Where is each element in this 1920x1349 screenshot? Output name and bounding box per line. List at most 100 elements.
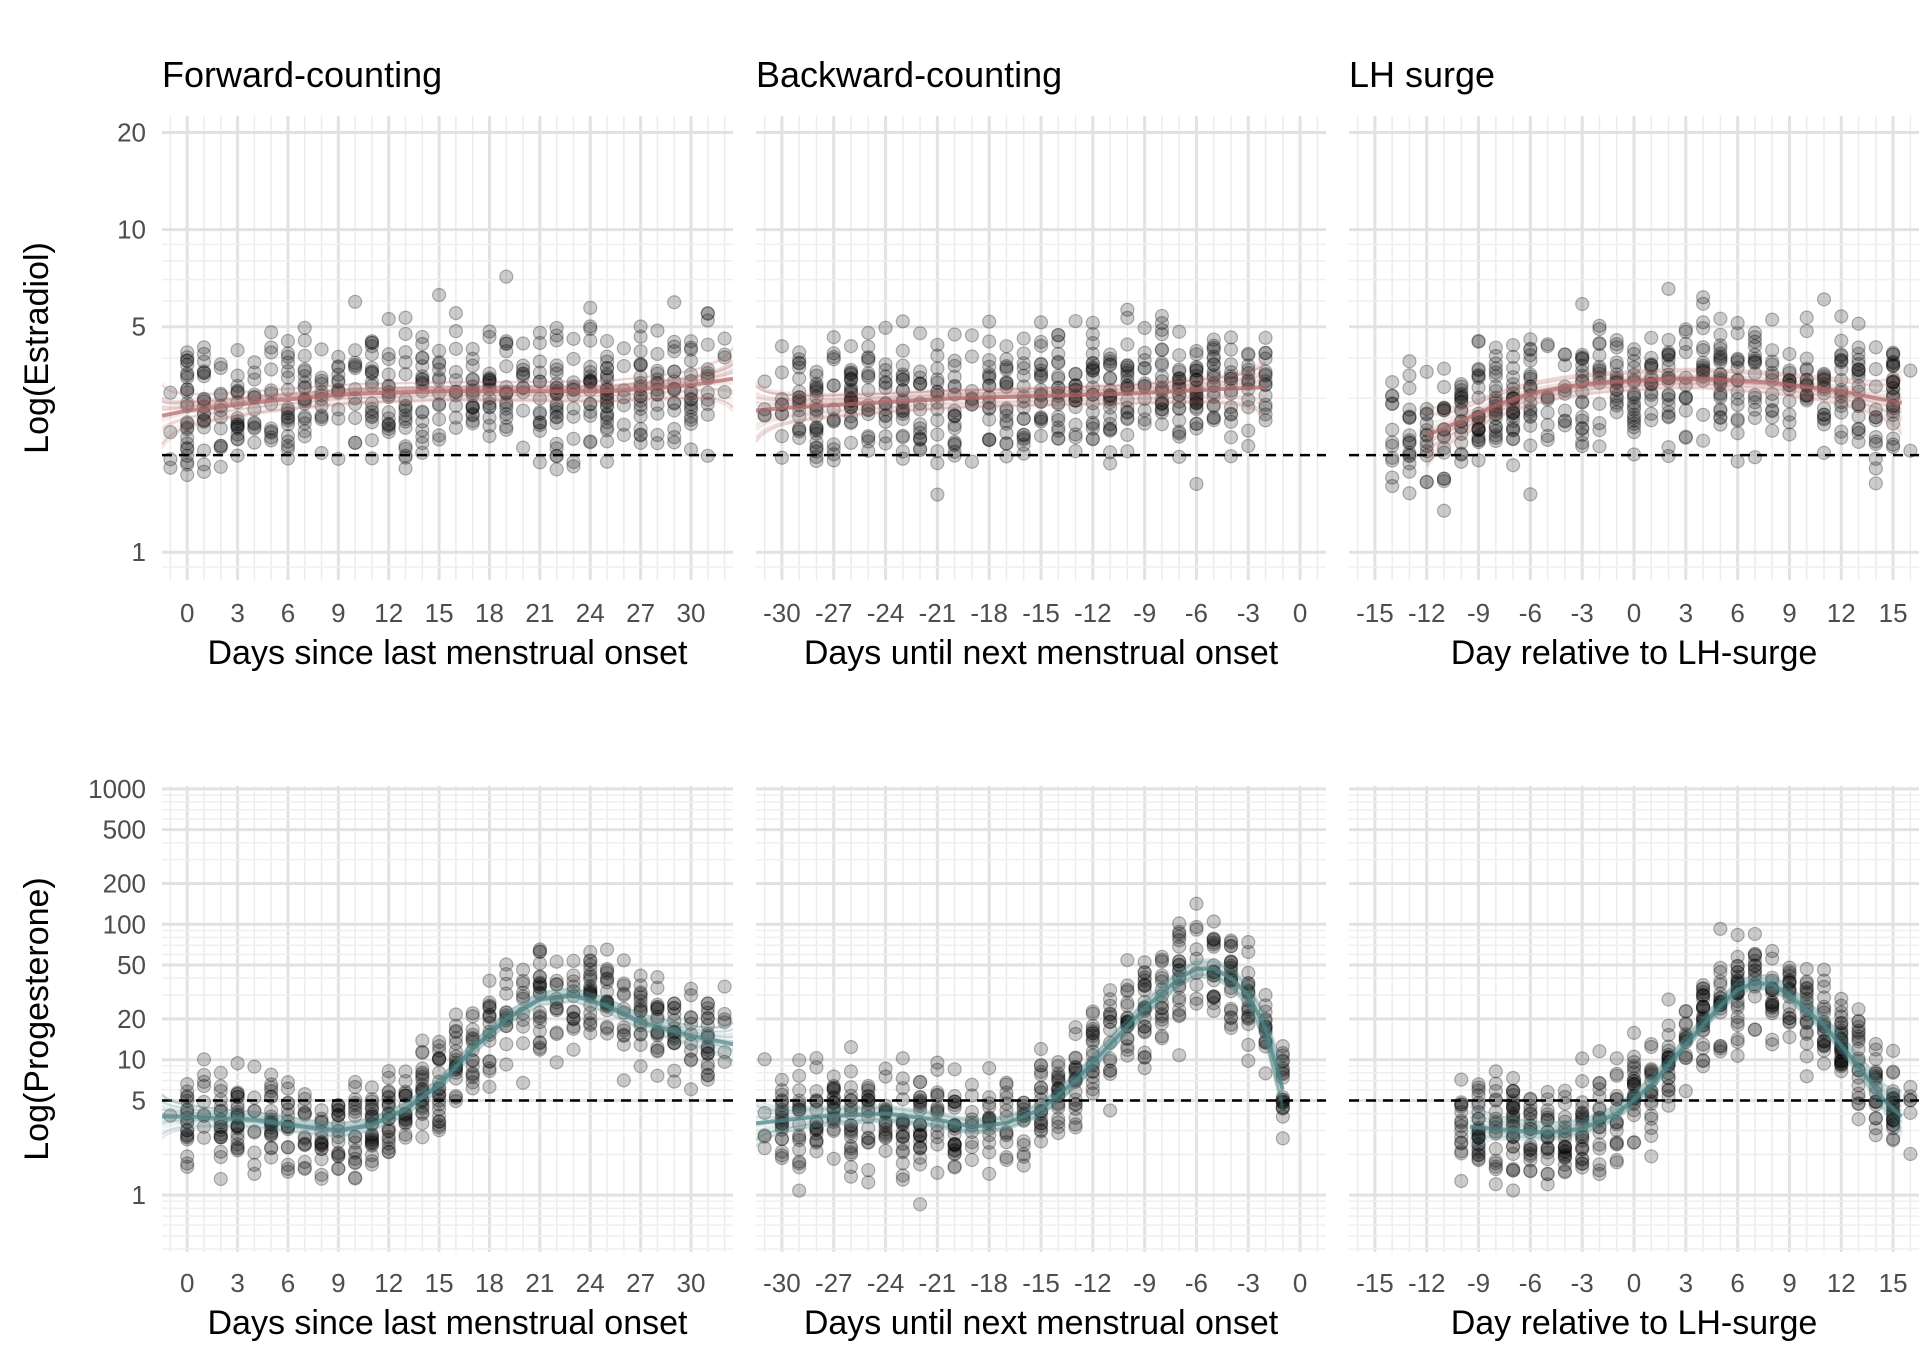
data-point <box>1206 368 1221 383</box>
data-point <box>616 427 631 443</box>
data-point <box>1747 410 1763 426</box>
data-point <box>1385 422 1400 437</box>
data-point <box>1903 1105 1918 1121</box>
data-point <box>348 343 363 358</box>
data-point <box>1695 1053 1711 1069</box>
data-point <box>398 400 413 415</box>
data-point <box>1851 421 1866 436</box>
data-point <box>1834 991 1849 1007</box>
data-point <box>247 420 262 435</box>
data-point <box>1678 430 1693 445</box>
data-point <box>982 432 997 448</box>
data-point <box>1016 400 1031 416</box>
data-point <box>381 1141 396 1156</box>
data-point <box>1695 343 1711 358</box>
data-point <box>930 402 945 417</box>
data-point <box>532 325 547 340</box>
data-point <box>1834 372 1849 388</box>
data-point <box>180 415 195 430</box>
data-point <box>1385 375 1400 390</box>
data-point <box>912 1074 928 1090</box>
data-point <box>297 381 312 396</box>
data-point <box>583 375 598 390</box>
data-point <box>1189 361 1204 376</box>
data-point <box>1033 357 1049 372</box>
data-point <box>809 449 824 465</box>
data-point <box>1051 1055 1066 1070</box>
x-tick-label: -12 <box>1408 598 1446 628</box>
data-point <box>264 383 279 398</box>
data-point <box>930 413 945 428</box>
data-point <box>1172 371 1187 386</box>
data-point <box>314 398 329 414</box>
data-point <box>1258 400 1273 415</box>
data-point <box>549 398 564 414</box>
data-point <box>1471 390 1486 405</box>
data-point <box>826 1151 841 1166</box>
data-point <box>1258 413 1273 428</box>
data-point <box>843 372 859 387</box>
y-axis-title: Log(Estradiol) <box>18 242 56 454</box>
data-point <box>515 1036 531 1051</box>
data-point <box>1609 355 1624 370</box>
data-point <box>1120 984 1135 999</box>
data-point <box>1154 369 1170 384</box>
data-point <box>1523 438 1538 453</box>
data-point <box>432 397 447 412</box>
data-point <box>566 375 581 390</box>
data-point <box>196 457 212 472</box>
data-point <box>331 373 346 388</box>
data-point <box>1051 346 1066 362</box>
data-point <box>549 410 564 425</box>
data-point <box>930 487 945 502</box>
data-point <box>683 400 699 415</box>
data-point <box>180 353 195 368</box>
data-point <box>999 360 1014 375</box>
data-point <box>1782 346 1797 362</box>
data-point <box>1644 1037 1659 1052</box>
data-point <box>482 399 497 414</box>
data-point <box>895 358 910 373</box>
data-point <box>549 1055 564 1070</box>
data-point <box>1258 367 1273 382</box>
data-point <box>599 333 615 349</box>
data-point <box>1085 370 1100 385</box>
data-point <box>566 409 581 424</box>
data-point <box>1206 370 1221 385</box>
data-point <box>583 1026 598 1041</box>
data-point <box>1402 381 1417 396</box>
data-point <box>878 380 893 396</box>
data-point <box>1154 322 1170 337</box>
data-point <box>1016 446 1031 461</box>
x-tick-label: 27 <box>626 1268 655 1298</box>
data-point <box>912 364 928 379</box>
data-point <box>809 426 824 441</box>
trend-draw-line <box>161 368 734 409</box>
data-point <box>196 346 212 362</box>
data-point <box>1033 412 1049 427</box>
data-point <box>1816 962 1832 977</box>
data-point <box>499 359 514 374</box>
data-point <box>532 1035 547 1050</box>
data-point <box>532 365 547 380</box>
data-point <box>583 397 598 412</box>
data-point <box>792 422 807 437</box>
data-point <box>717 347 732 362</box>
data-point <box>314 373 329 388</box>
data-point <box>180 385 195 400</box>
data-point <box>566 431 581 446</box>
data-point <box>633 369 648 384</box>
data-point <box>1206 357 1221 372</box>
data-point <box>230 385 245 400</box>
data-point <box>280 417 296 432</box>
data-point <box>683 396 699 412</box>
data-point <box>1051 371 1066 386</box>
data-point <box>348 359 363 374</box>
x-tick-label: 6 <box>281 598 295 628</box>
data-point <box>1033 368 1049 383</box>
data-point <box>213 386 228 401</box>
data-point <box>982 400 997 415</box>
data-point <box>465 358 480 373</box>
data-point <box>1713 403 1728 418</box>
data-point <box>1206 357 1221 372</box>
